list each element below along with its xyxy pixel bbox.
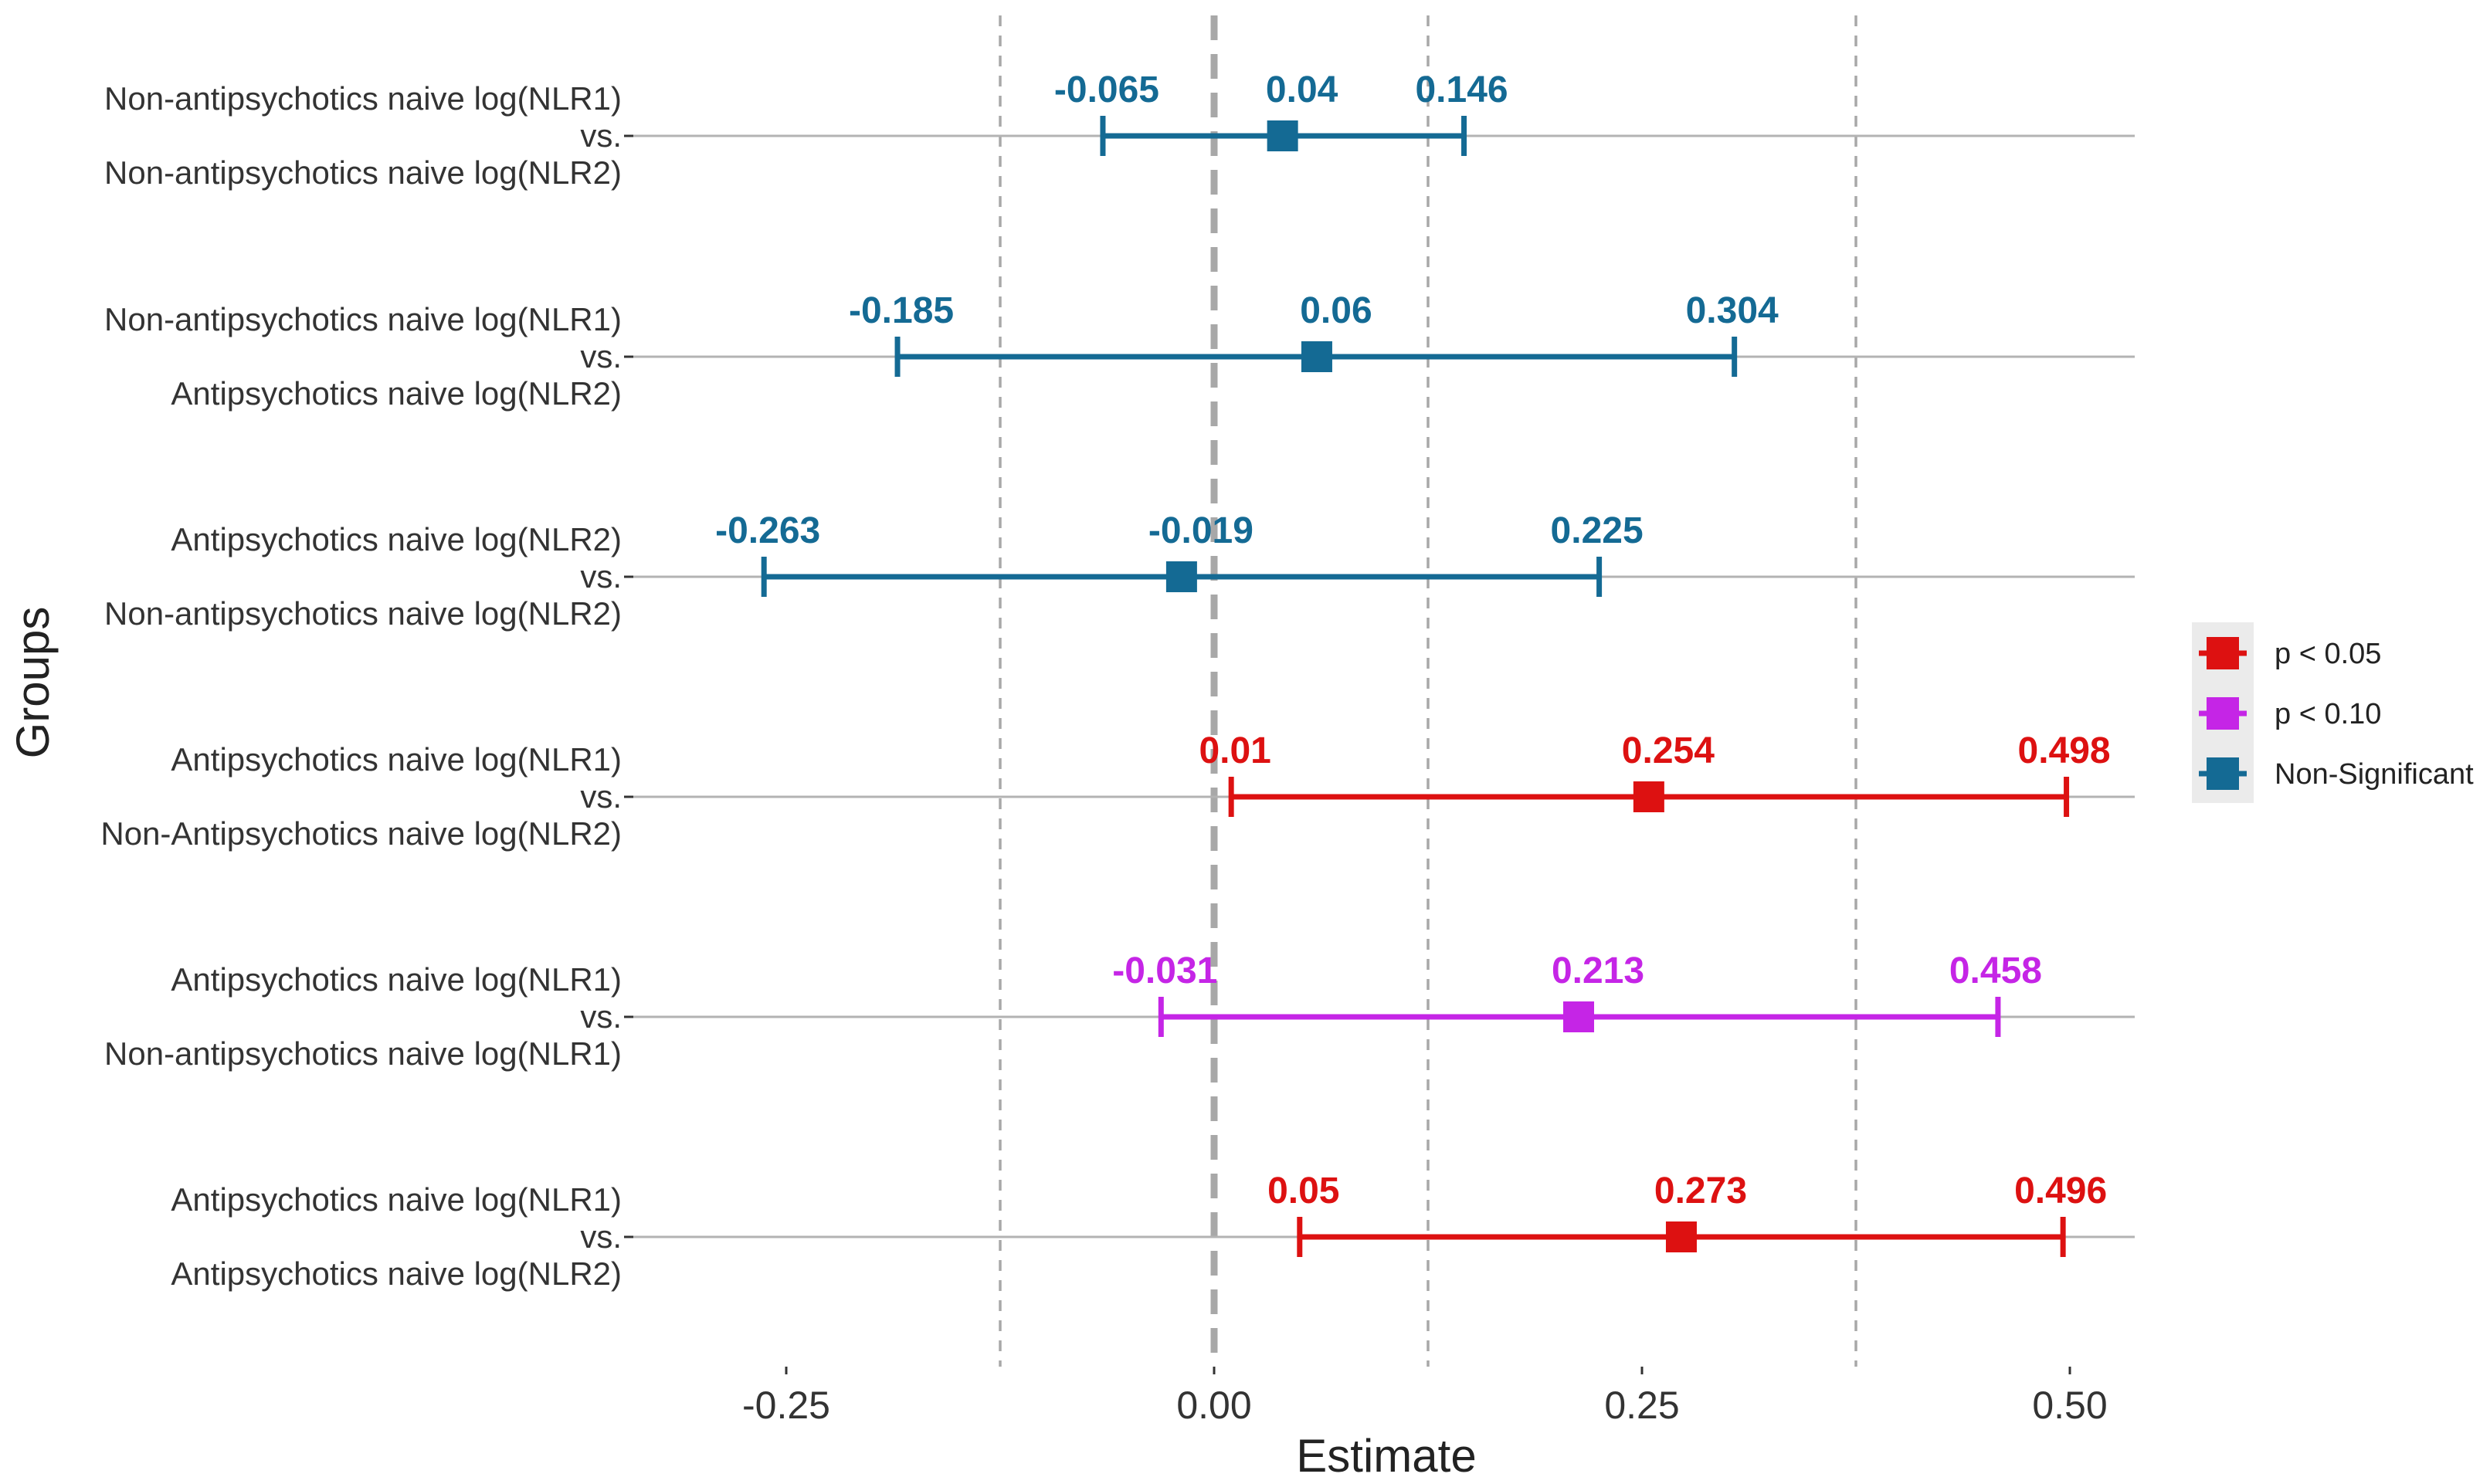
- forest-row: Non-antipsychotics naive log(NLR1) vs. Non…: [104, 69, 2135, 191]
- y-tick-label-line: Antipsychotics naive log(NLR2): [171, 375, 622, 412]
- row-layer: Non-antipsychotics naive log(NLR1) vs. Non…: [100, 69, 2135, 1292]
- ci-upper-label: 0.496: [2014, 1171, 2107, 1211]
- y-tick-label-line: Non-antipsychotics naive log(NLR2): [104, 154, 622, 191]
- y-tick-label-line: Non-antipsychotics naive log(NLR2): [104, 595, 622, 632]
- estimate-label: 0.273: [1654, 1171, 1747, 1211]
- y-tick-label-line: Antipsychotics naive log(NLR2): [171, 1255, 622, 1292]
- y-tick-label: Antipsychotics naive log(NLR2) vs. Non-ant…: [104, 521, 622, 632]
- forest-row: Antipsychotics naive log(NLR1) vs. Non-Ant…: [100, 730, 2135, 852]
- y-tick-label-line: Non-antipsychotics naive log(NLR1): [104, 80, 622, 117]
- legend-label: p < 0.10: [2275, 698, 2381, 730]
- y-tick-label-line: vs.: [580, 338, 622, 374]
- x-tick-label: 0.00: [1176, 1384, 1251, 1427]
- y-tick-label: Antipsychotics naive log(NLR1) vs. Non-Ant…: [100, 741, 622, 852]
- estimate-point: [1563, 1001, 1595, 1032]
- y-tick-label-line: vs.: [580, 117, 622, 154]
- legend-item: Non-Significant: [2199, 757, 2474, 791]
- forest-row: Antipsychotics naive log(NLR1) vs. Non-ant…: [104, 950, 2135, 1072]
- legend-swatch: [2207, 637, 2239, 669]
- estimate-label: -0.019: [1148, 510, 1253, 551]
- x-tick-label: 0.50: [2032, 1384, 2107, 1427]
- y-tick-label-line: vs.: [580, 1218, 622, 1255]
- ci-lower-label: -0.263: [715, 510, 820, 551]
- y-tick-label-line: vs.: [580, 998, 622, 1035]
- ci-upper-label: 0.146: [1415, 69, 1508, 110]
- x-tick-label: -0.25: [742, 1384, 830, 1427]
- estimate-point: [1165, 561, 1197, 592]
- y-tick-label-line: Antipsychotics naive log(NLR1): [171, 1181, 622, 1218]
- ci-lower-label: -0.031: [1112, 950, 1217, 991]
- y-tick-label-line: Non-Antipsychotics naive log(NLR2): [100, 815, 622, 852]
- forest-row: Non-antipsychotics naive log(NLR1) vs. Ant…: [104, 290, 2135, 412]
- legend-label: Non-Significant: [2275, 758, 2474, 791]
- y-tick-label-line: vs.: [580, 778, 622, 815]
- estimate-label: 0.254: [1622, 730, 1715, 771]
- legend-item: p < 0.10: [2199, 697, 2381, 730]
- estimate-point: [1665, 1221, 1697, 1252]
- ci-lower-label: -0.185: [849, 290, 954, 331]
- x-axis: -0.25 0.00 0.25 0.50: [742, 1367, 2108, 1427]
- estimate-point: [1301, 341, 1332, 372]
- y-tick-label: Non-antipsychotics naive log(NLR1) vs. Ant…: [104, 301, 622, 412]
- ci-upper-label: 0.498: [2018, 730, 2111, 771]
- ci-upper-label: 0.304: [1686, 290, 1779, 331]
- legend-swatch: [2207, 697, 2239, 730]
- grid-layer: [999, 15, 1857, 1367]
- y-tick-label-line: Antipsychotics naive log(NLR1): [171, 741, 622, 778]
- y-tick-label-line: vs.: [580, 558, 622, 595]
- legend-item: p < 0.05: [2199, 637, 2381, 670]
- ci-lower-label: 0.01: [1199, 730, 1270, 771]
- y-tick-label-line: Antipsychotics naive log(NLR1): [171, 961, 622, 998]
- y-tick-label: Non-antipsychotics naive log(NLR1) vs. Non…: [104, 80, 622, 191]
- forest-row: Antipsychotics naive log(NLR1) vs. Antipsy…: [171, 1171, 2135, 1292]
- estimate-label: 0.04: [1266, 69, 1338, 110]
- y-tick-label: Antipsychotics naive log(NLR1) vs. Non-ant…: [104, 961, 622, 1072]
- y-tick-label: Antipsychotics naive log(NLR1) vs. Antipsy…: [171, 1181, 622, 1292]
- x-tick-label: 0.25: [1604, 1384, 1679, 1427]
- forest-row: Antipsychotics naive log(NLR2) vs. Non-ant…: [104, 510, 2135, 632]
- legend-label: p < 0.05: [2275, 638, 2381, 670]
- y-tick-label-line: Non-antipsychotics naive log(NLR1): [104, 1035, 622, 1072]
- x-axis-title: Estimate: [1296, 1430, 1476, 1482]
- ci-upper-label: 0.225: [1551, 510, 1644, 551]
- ci-lower-label: -0.065: [1054, 69, 1159, 110]
- estimate-label: 0.213: [1552, 950, 1644, 991]
- estimate-label: 0.06: [1300, 290, 1372, 331]
- estimate-point: [1633, 781, 1664, 812]
- ci-lower-label: 0.05: [1267, 1171, 1339, 1211]
- legend: p < 0.05 p < 0.10 Non-Significant: [2192, 622, 2474, 803]
- y-axis-title: Groups: [7, 607, 59, 759]
- y-tick-label-line: Non-antipsychotics naive log(NLR1): [104, 301, 622, 337]
- legend-swatch: [2207, 757, 2239, 790]
- estimate-point: [1267, 120, 1298, 151]
- y-tick-label-line: Antipsychotics naive log(NLR2): [171, 521, 622, 557]
- ci-upper-label: 0.458: [1949, 950, 2042, 991]
